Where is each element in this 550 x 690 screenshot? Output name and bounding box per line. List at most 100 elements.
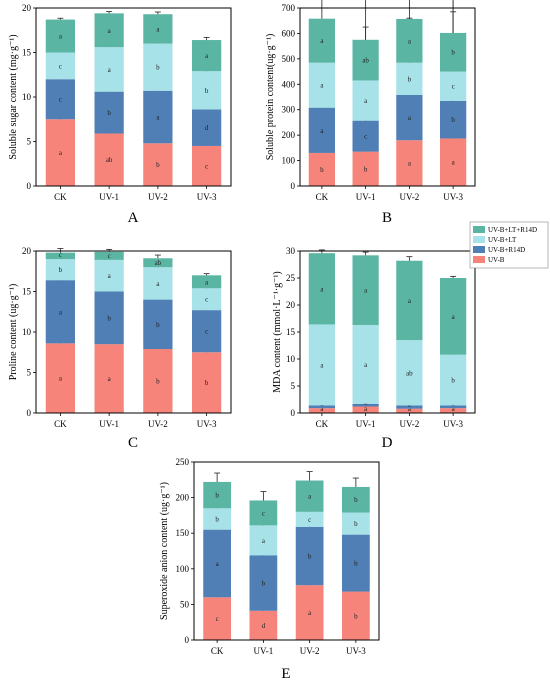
significance-label: b bbox=[107, 314, 111, 322]
bar-a-uv-3-s1 bbox=[192, 145, 222, 186]
significance-label: c bbox=[205, 162, 208, 170]
bar-d-uv-2-s1 bbox=[396, 408, 423, 413]
significance-label: a bbox=[108, 27, 112, 35]
bar-d-uv-3-s4 bbox=[440, 278, 467, 355]
x-tick-label: UV-1 bbox=[99, 192, 119, 202]
significance-label: a bbox=[408, 37, 412, 45]
legend-label: UV-B+LT+R14D bbox=[488, 226, 537, 234]
significance-label: b bbox=[156, 161, 160, 169]
y-tick-label: 25 bbox=[286, 273, 296, 283]
significance-label: b bbox=[354, 560, 358, 568]
bar-c-uv-1-s3 bbox=[94, 259, 124, 292]
x-tick-label: UV-3 bbox=[346, 646, 366, 656]
panel-a: accaCKabbaaUV-1babaUV-2cdbaUV-305101520S… bbox=[8, 3, 232, 226]
significance-label: c bbox=[216, 615, 219, 623]
plot-frame bbox=[193, 461, 380, 641]
bar-b-uv-2-s3 bbox=[396, 62, 423, 95]
significance-label: b bbox=[215, 515, 219, 523]
significance-label: ab bbox=[106, 156, 113, 164]
y-tick-label: 20 bbox=[22, 3, 32, 13]
significance-label: a bbox=[408, 297, 412, 305]
x-tick-label: UV-2 bbox=[400, 192, 420, 202]
y-tick-label: 5 bbox=[27, 368, 32, 378]
y-tick-label: 150 bbox=[176, 528, 190, 538]
y-tick-label: 15 bbox=[286, 327, 296, 337]
bar-a-uv-2-s4 bbox=[143, 14, 173, 44]
significance-label: b bbox=[354, 496, 358, 504]
x-tick-label: UV-3 bbox=[443, 192, 463, 202]
bar-c-uv-2-s4 bbox=[143, 258, 173, 268]
panel-letter: D bbox=[382, 435, 393, 451]
y-tick-label: 5 bbox=[291, 381, 296, 391]
panel-d: aaaaCKaaaaUV-1aaabaUV-2aabaUV-3051015202… bbox=[272, 246, 476, 451]
bar-c-uv-2-s3 bbox=[143, 267, 173, 300]
x-tick-label: UV-3 bbox=[197, 192, 217, 202]
bar-a-uv-3-s4 bbox=[192, 40, 222, 72]
bar-e-uv-1-s1 bbox=[249, 610, 278, 640]
x-tick-label: UV-1 bbox=[254, 646, 274, 656]
significance-label: a bbox=[59, 375, 63, 383]
bar-a-uv-3-s3 bbox=[192, 71, 222, 110]
bar-d-ck-s2 bbox=[308, 405, 335, 409]
bar-b-uv-1-s2 bbox=[352, 120, 379, 152]
significance-label: d bbox=[262, 622, 266, 630]
significance-label: ab bbox=[406, 369, 413, 377]
bar-b-uv-2-s4 bbox=[396, 18, 423, 63]
bar-a-uv-1-s3 bbox=[94, 47, 124, 92]
legend-label: UV-B bbox=[488, 256, 505, 264]
bar-b-uv-3-s2 bbox=[440, 100, 467, 139]
y-tick-label: 0 bbox=[291, 408, 296, 418]
significance-label: b bbox=[451, 377, 455, 385]
y-tick-label: 50 bbox=[180, 599, 190, 609]
bar-b-ck-s2 bbox=[308, 107, 335, 153]
x-tick-label: CK bbox=[316, 192, 329, 202]
significance-label: b bbox=[408, 75, 412, 83]
bar-c-uv-3-s3 bbox=[192, 288, 222, 311]
significance-label: a bbox=[216, 560, 220, 568]
bar-d-uv-3-s1 bbox=[440, 408, 467, 413]
bar-c-ck-s2 bbox=[45, 280, 75, 344]
bar-b-ck-s3 bbox=[308, 62, 335, 108]
bar-e-uv-3-s1 bbox=[342, 591, 370, 640]
bar-c-uv-3-s2 bbox=[192, 310, 222, 353]
y-tick-label: 15 bbox=[22, 48, 32, 58]
legend-swatch bbox=[473, 256, 485, 263]
significance-label: c bbox=[205, 296, 208, 304]
y-tick-label: 100 bbox=[176, 564, 190, 574]
legend-swatch bbox=[473, 236, 485, 243]
bar-e-uv-2-s2 bbox=[295, 526, 324, 586]
y-tick-label: 10 bbox=[286, 354, 296, 364]
bar-e-uv-3-s4 bbox=[342, 486, 370, 513]
x-tick-label: UV-2 bbox=[148, 192, 168, 202]
panel-letter: E bbox=[281, 666, 290, 682]
significance-label: a bbox=[452, 405, 456, 413]
significance-label: c bbox=[205, 328, 208, 336]
bar-c-uv-1-s4 bbox=[94, 251, 124, 260]
x-tick-label: CK bbox=[316, 419, 329, 429]
bar-d-uv-2-s3 bbox=[396, 340, 423, 406]
bar-d-uv-1-s1 bbox=[352, 406, 379, 413]
significance-label: a bbox=[320, 127, 324, 135]
bar-a-ck-s1 bbox=[45, 119, 75, 186]
x-tick-label: UV-3 bbox=[443, 419, 463, 429]
significance-label: a bbox=[205, 278, 209, 286]
significance-label: a bbox=[364, 287, 368, 295]
y-tick-label: 0 bbox=[27, 181, 32, 191]
bar-e-ck-s2 bbox=[203, 529, 231, 598]
bar-e-uv-2-s4 bbox=[295, 480, 324, 512]
significance-label: b bbox=[364, 165, 368, 173]
significance-label: ab bbox=[362, 57, 369, 65]
significance-label: c bbox=[452, 83, 455, 91]
significance-label: b bbox=[59, 266, 63, 274]
bar-e-uv-2-s3 bbox=[295, 511, 324, 527]
x-tick-label: CK bbox=[211, 646, 224, 656]
significance-label: a bbox=[156, 25, 160, 33]
x-tick-label: UV-2 bbox=[148, 419, 168, 429]
bar-b-uv-1-s4 bbox=[352, 39, 379, 81]
bar-b-uv-2-s1 bbox=[396, 140, 423, 186]
bar-b-ck-s4 bbox=[308, 18, 335, 63]
legend-swatch bbox=[473, 246, 485, 253]
y-tick-label: 20 bbox=[22, 246, 32, 256]
bar-d-uv-1-s3 bbox=[352, 324, 379, 404]
bar-c-uv-2-s2 bbox=[143, 299, 173, 350]
